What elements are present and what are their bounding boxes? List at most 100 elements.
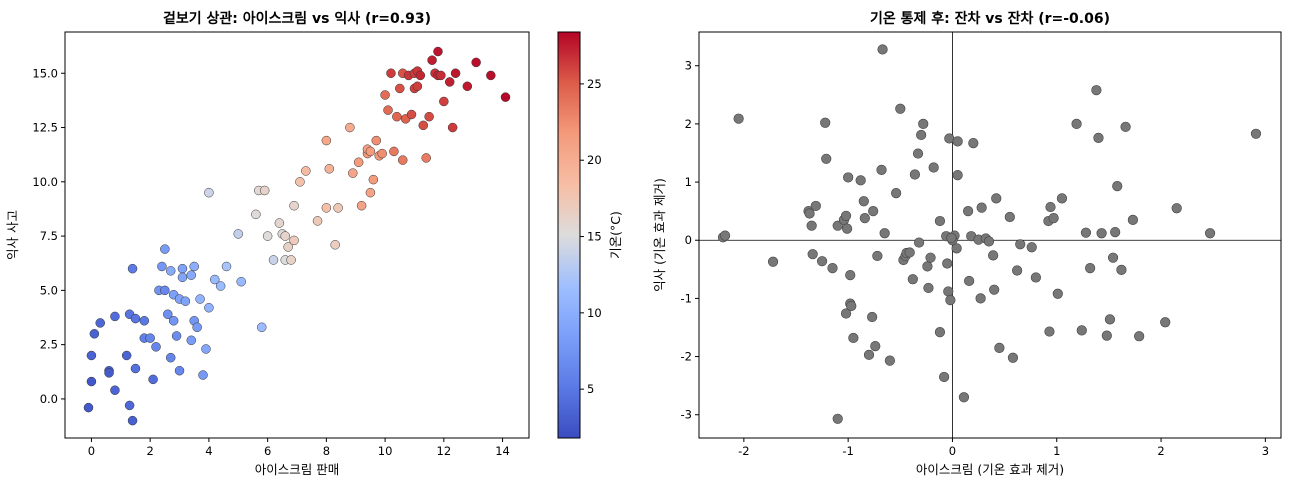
data-point	[1030, 272, 1041, 283]
data-point	[991, 193, 1002, 204]
data-point	[1071, 118, 1082, 130]
data-point	[371, 135, 382, 146]
data-point	[1015, 239, 1026, 250]
data-point	[832, 413, 843, 424]
data-point	[274, 218, 285, 228]
data-point	[365, 146, 376, 157]
data-point	[163, 309, 173, 319]
data-point	[104, 368, 114, 378]
data-point	[301, 166, 311, 176]
data-point	[139, 316, 150, 326]
y-tick-label: 2.5	[40, 338, 58, 352]
data-point	[945, 295, 956, 306]
data-point	[804, 208, 815, 219]
data-point	[923, 282, 934, 294]
data-point	[436, 70, 446, 81]
data-point	[433, 46, 443, 57]
data-point	[421, 153, 431, 163]
data-point	[121, 350, 132, 361]
y-tick-label: 3	[685, 59, 692, 73]
data-point	[186, 335, 197, 346]
data-point	[312, 216, 323, 226]
data-point	[1044, 326, 1055, 337]
data-point	[130, 363, 141, 374]
right-plot-area	[698, 31, 1282, 439]
data-point	[918, 118, 929, 130]
data-point	[386, 68, 396, 79]
data-point	[1107, 252, 1119, 263]
data-point	[424, 111, 434, 122]
x-tick-label: -1	[842, 444, 853, 458]
data-point	[1080, 227, 1092, 238]
data-point	[907, 274, 918, 285]
data-point	[415, 70, 426, 81]
data-point	[1127, 214, 1138, 225]
data-point	[395, 83, 405, 94]
data-point	[1093, 132, 1104, 143]
colorbar-tick-label: 5	[587, 382, 594, 396]
x-tick-label: -2	[738, 444, 749, 458]
data-point	[257, 322, 267, 333]
data-point	[1096, 228, 1107, 239]
data-point	[840, 308, 852, 319]
left-axis-ticks: 0 2 4 6 8 10 12 14 0.0 2.5 5.0 7.5 10.0 12.5 15.0	[32, 66, 509, 458]
data-point	[447, 122, 458, 133]
data-point	[380, 90, 390, 100]
data-point	[975, 293, 986, 304]
data-point	[846, 300, 857, 312]
data-point	[236, 276, 246, 287]
data-point	[151, 342, 161, 352]
data-point	[268, 255, 279, 265]
y-tick-label: -2	[681, 350, 692, 364]
data-point	[289, 200, 299, 211]
data-point	[462, 81, 473, 92]
data-point	[204, 302, 214, 313]
data-point	[872, 250, 883, 262]
data-point	[946, 232, 957, 244]
data-point	[124, 400, 135, 411]
data-point	[845, 270, 856, 281]
data-point	[392, 111, 402, 122]
data-point	[859, 213, 870, 224]
data-point	[177, 263, 188, 274]
data-point	[397, 155, 408, 165]
data-point	[283, 242, 293, 252]
data-point	[1101, 330, 1112, 341]
right-axis-ticks: -2 -1 0 1 2 3 -3 -2 -1 0 1 2 3	[681, 59, 1269, 458]
data-point	[810, 200, 821, 212]
data-point	[157, 261, 167, 272]
data-point	[840, 210, 852, 221]
y-tick-label: 0.0	[40, 392, 58, 406]
data-point	[201, 344, 211, 354]
data-point	[868, 206, 879, 217]
data-point	[439, 96, 449, 107]
data-point	[983, 236, 995, 247]
data-point	[952, 169, 963, 181]
data-point	[1056, 193, 1068, 204]
colorbar-tick-label: 25	[587, 77, 602, 91]
left-plot-area	[64, 31, 530, 439]
data-point	[916, 129, 927, 141]
data-point	[855, 175, 866, 186]
data-point	[925, 252, 936, 263]
x-tick-label: 2	[1157, 444, 1164, 458]
data-point	[1076, 325, 1087, 336]
left-chart-title: 겉보기 상관: 아이스크림 vs 익사 (r=0.93)	[163, 10, 431, 27]
data-point	[471, 57, 481, 68]
x-tick-label: 8	[323, 444, 330, 458]
colorbar-ticks: 5 10 15 20 25	[580, 77, 602, 396]
right-x-axis-label: 아이스크림 (기온 효과 제거)	[916, 462, 1064, 477]
colorbar-tick-label: 20	[587, 153, 602, 167]
data-point	[95, 318, 105, 328]
data-point	[450, 68, 461, 79]
data-point	[934, 327, 946, 338]
data-point	[891, 188, 902, 199]
data-point	[806, 220, 817, 231]
data-point	[259, 185, 270, 196]
data-point	[186, 270, 197, 280]
data-point	[215, 281, 226, 291]
left-scatter-panel: 0 2 4 6 8 10 12 14 0.0 2.5 5.0 7.5 10.0 12.5 15.0 겉보기 …	[5, 10, 530, 477]
data-point	[733, 113, 744, 124]
